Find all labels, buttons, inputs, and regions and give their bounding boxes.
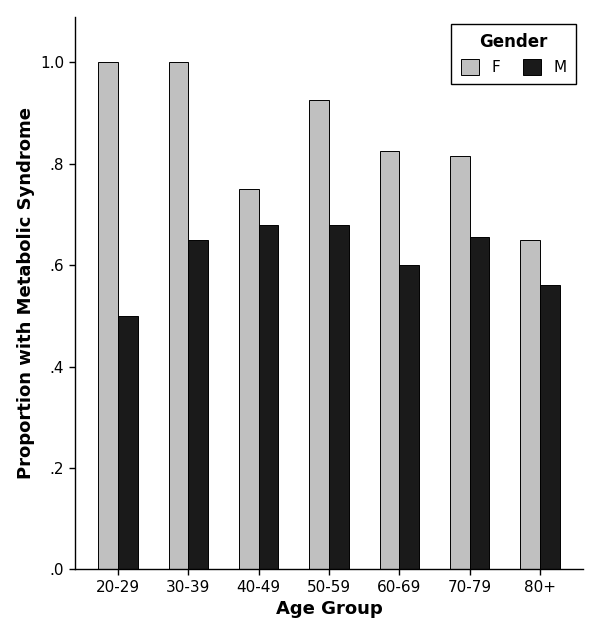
Bar [520, 240, 540, 570]
Bar [239, 189, 259, 570]
Bar [98, 62, 118, 570]
Bar [118, 316, 138, 570]
Bar [400, 265, 419, 570]
Bar [380, 151, 400, 570]
Bar [259, 225, 278, 570]
Bar [470, 237, 490, 570]
Bar [329, 225, 349, 570]
Bar [540, 285, 560, 570]
Bar [310, 100, 329, 570]
X-axis label: Age Group: Age Group [275, 600, 382, 618]
Legend: F, M: F, M [451, 24, 575, 84]
Y-axis label: Proportion with Metabolic Syndrome: Proportion with Metabolic Syndrome [17, 107, 35, 479]
Bar [188, 240, 208, 570]
Bar [169, 62, 188, 570]
Bar [450, 156, 470, 570]
